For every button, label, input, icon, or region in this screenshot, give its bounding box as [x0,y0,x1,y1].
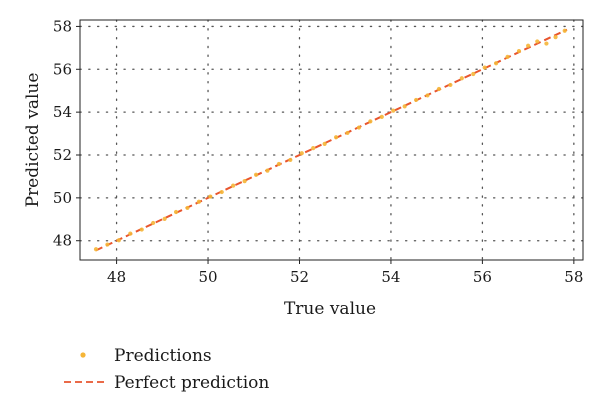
legend: Predictions Perfect prediction [64,346,269,393]
prediction-point [231,183,236,188]
prediction-point [116,238,121,243]
x-tick-label: 48 [107,268,126,286]
prediction-point [276,161,282,167]
perfect-prediction-series [95,28,568,252]
prediction-point [471,71,476,77]
prediction-point [173,209,179,215]
prediction-point [356,125,362,130]
prediction-point [265,168,270,173]
prediction-point [162,216,167,221]
y-tick-label: 52 [53,146,72,164]
prediction-point [128,231,133,236]
prediction-point [413,97,419,103]
prediction-point [391,108,396,113]
prediction-point [139,227,144,232]
prediction-point [494,61,499,66]
prediction-point [505,54,510,59]
y-tick-label: 56 [53,60,72,78]
prediction-point [105,242,110,247]
prediction-point [425,93,430,98]
prediction-point [322,141,327,146]
prediction-point [253,172,259,177]
x-tick-label: 56 [473,268,492,286]
prediction-point [311,146,316,151]
legend-perfect-prediction-label: Perfect prediction [114,373,269,393]
prediction-point [208,194,213,199]
y-tick-label: 54 [53,103,72,121]
prediction-point [402,104,407,109]
prediction-point [436,86,442,92]
prediction-point [535,39,540,44]
prediction-point [185,205,190,211]
perfect-prediction-line [95,28,568,252]
y-axis-label: Predicted value [23,73,43,208]
x-tick-label: 54 [381,268,400,286]
prediction-point [93,247,99,252]
prediction-point [333,135,339,140]
y-axis-ticks: 48 50 52 54 56 58 [53,17,80,250]
prediction-point [242,179,247,184]
prediction-point [526,43,531,48]
prediction-point [151,220,156,226]
prediction-point [345,130,350,136]
y-tick-label: 58 [53,17,72,35]
legend-predictions-marker [80,352,86,358]
legend-predictions-label: Predictions [114,346,212,366]
prediction-point [553,35,558,40]
x-tick-label: 52 [290,268,309,286]
prediction-point [459,76,464,81]
prediction-point [288,157,293,163]
y-tick-label: 50 [53,189,72,207]
prediction-point [544,41,549,46]
prediction-point [448,82,453,88]
predictions-series [93,28,567,252]
x-axis-ticks: 48 50 52 54 56 58 [107,260,583,286]
y-tick-label: 48 [53,232,72,250]
prediction-point [482,65,487,70]
x-tick-label: 58 [564,268,583,286]
prediction-point [368,119,373,124]
prediction-point [299,151,304,156]
prediction-point [196,199,201,204]
prediction-point [516,48,522,54]
x-axis-label: True value [284,299,376,319]
plot-area-frame [79,19,584,261]
prediction-point [379,114,384,119]
prediction-point [562,28,567,33]
prediction-point [219,189,224,195]
x-tick-label: 50 [198,268,217,286]
